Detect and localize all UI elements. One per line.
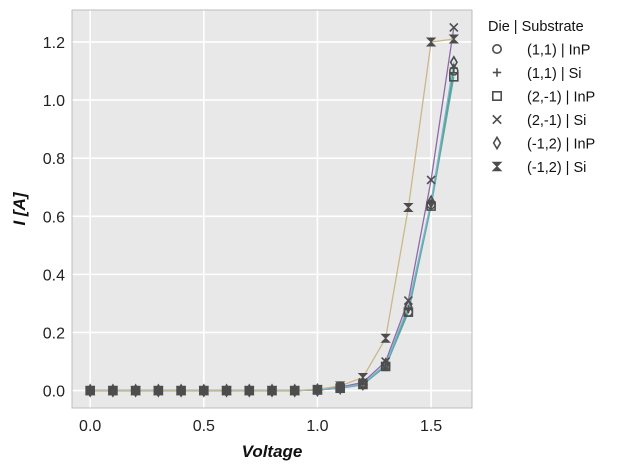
x-tick-label: 1.0 <box>306 418 328 435</box>
x-marker <box>449 22 459 32</box>
y-tick-label: 1.2 <box>43 35 65 52</box>
hourglass-marker <box>107 386 119 396</box>
legend-title: Die | Substrate <box>488 19 584 35</box>
diamond-marker <box>336 380 345 396</box>
y-axis-ticks: 0.0 0.2 0.4 0.6 0.8 1.0 1.2 <box>43 35 65 401</box>
legend-item: (1,1) | InP <box>491 43 590 59</box>
hourglass-marker <box>425 37 437 47</box>
hourglass-marker <box>448 34 460 44</box>
legend-label: (2,-1) | Si <box>527 113 586 129</box>
legend-label: (1,1) | InP <box>527 43 590 59</box>
diamond-marker <box>358 376 368 391</box>
hourglass-marker <box>175 386 187 396</box>
diamond-marker <box>404 299 413 314</box>
x-axis-label: Voltage <box>242 442 303 461</box>
hourglass-marker <box>130 386 141 396</box>
x-tick-label: 1.5 <box>420 418 442 435</box>
hourglass-marker <box>312 384 323 394</box>
square-marker <box>449 72 459 82</box>
diamond-marker <box>381 357 390 372</box>
hourglass-marker <box>380 333 391 343</box>
diamond-marker <box>313 382 322 398</box>
square-marker <box>426 201 436 211</box>
diamond-marker <box>492 135 502 151</box>
y-tick-label: 0.0 <box>43 384 65 401</box>
y-tick-label: 0.8 <box>43 151 65 168</box>
legend-label: (2,-1) | InP <box>527 90 595 106</box>
diamond-marker <box>449 55 458 70</box>
hourglass-marker <box>491 161 503 172</box>
y-tick-label: 1.0 <box>43 93 65 110</box>
y-axis-label: I [A] <box>10 191 29 225</box>
plus-marker <box>492 68 502 77</box>
square-marker <box>403 307 414 317</box>
legend-label: (-1,2) | InP <box>527 137 595 153</box>
series-markers <box>84 22 460 398</box>
hourglass-marker <box>84 386 96 396</box>
legend-label: (-1,2) | Si <box>527 160 586 176</box>
hourglass-marker <box>289 386 300 396</box>
hourglass-marker <box>153 386 164 396</box>
x-tick-label: 0.5 <box>193 418 215 435</box>
legend-label: (1,1) | Si <box>527 66 582 82</box>
diamond-marker <box>426 194 436 209</box>
hourglass-marker <box>221 386 232 396</box>
hourglass-marker <box>266 386 278 396</box>
x-marker <box>492 114 502 125</box>
hourglass-marker <box>198 386 210 396</box>
plot-area-background <box>72 10 472 408</box>
y-tick-label: 0.6 <box>43 209 65 226</box>
x-tick-label: 0.0 <box>79 418 101 435</box>
y-tick-label: 0.4 <box>43 267 65 284</box>
legend-item: (2,-1) | InP <box>491 90 595 106</box>
y-tick-label: 0.2 <box>43 325 65 342</box>
circle-marker <box>491 43 502 54</box>
legend-item: (1,1) | Si <box>492 66 582 82</box>
legend: Die | Substrate (1,1) | InP (1,1) | Si (2,… <box>488 19 595 176</box>
x-marker <box>426 175 436 185</box>
legend-item: (-1,2) | InP <box>492 135 595 153</box>
legend-item: (2,-1) | Si <box>492 113 586 129</box>
plot-frame <box>71 9 473 409</box>
legend-item: (-1,2) | Si <box>491 160 586 176</box>
square-marker <box>491 91 502 102</box>
hourglass-marker <box>357 372 369 382</box>
hourglass-marker <box>334 381 346 391</box>
x-axis-ticks: 0.0 0.5 1.0 1.5 <box>79 418 442 435</box>
hourglass-marker <box>244 386 255 396</box>
hourglass-marker <box>403 203 414 213</box>
